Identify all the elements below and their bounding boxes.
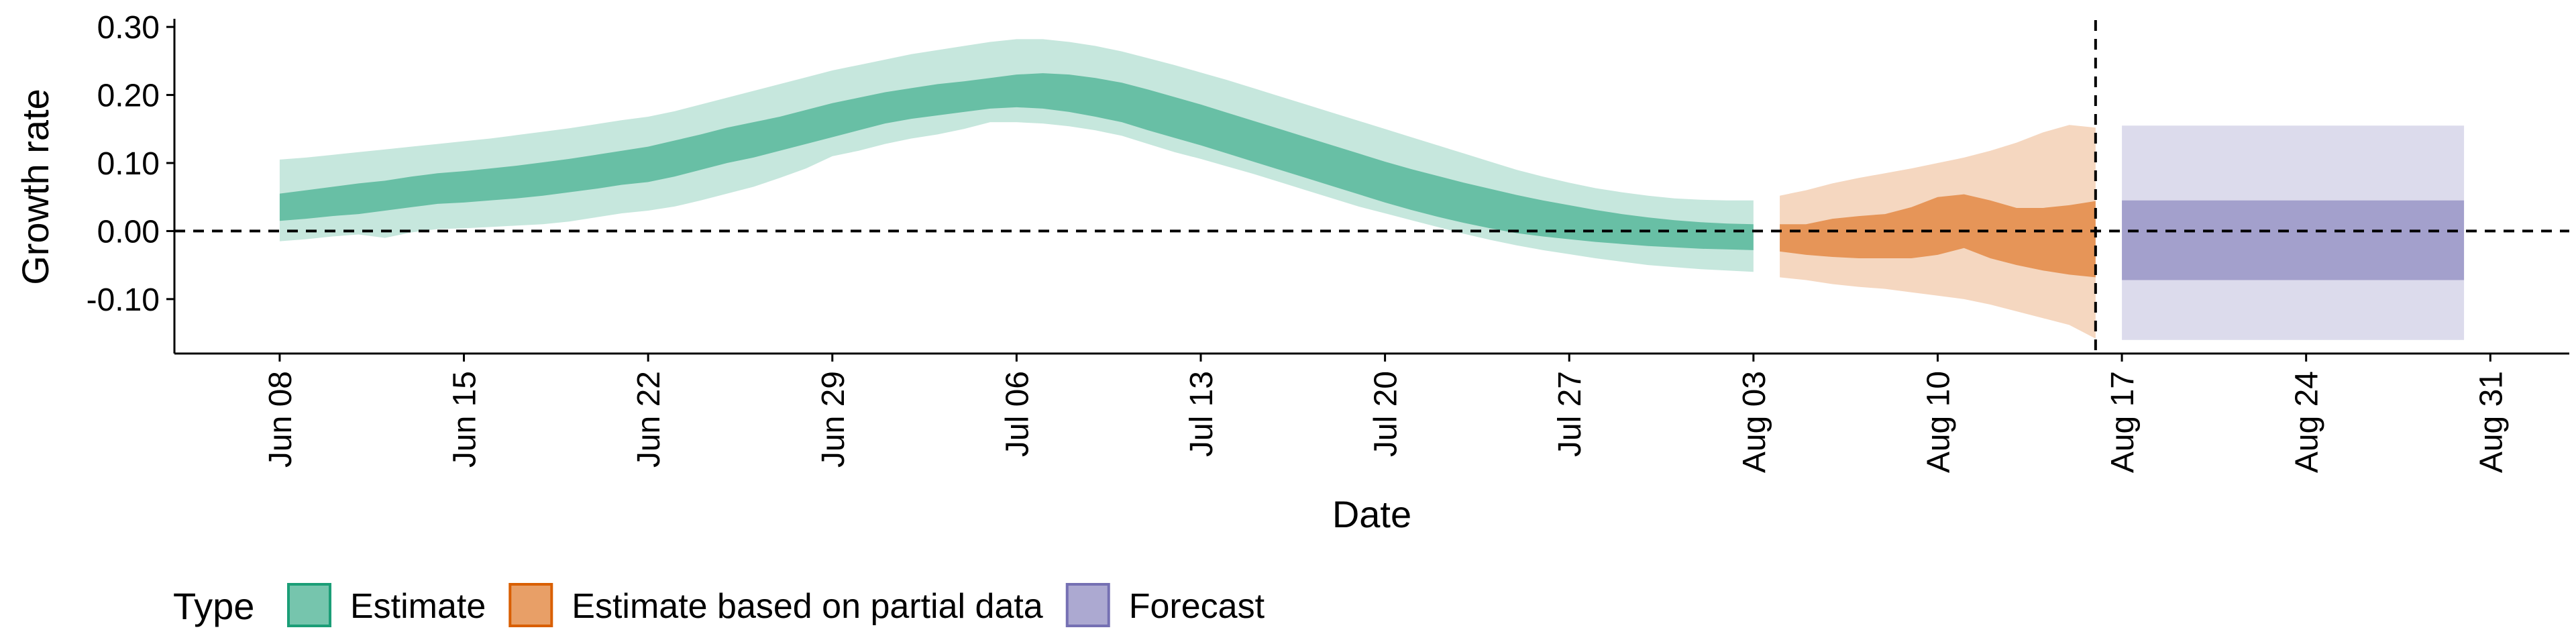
x-tick-label: Jun 08 bbox=[263, 371, 299, 468]
x-tick-label: Jul 13 bbox=[1184, 371, 1220, 457]
x-tick-label: Jun 15 bbox=[447, 371, 483, 468]
estimate-based-on-partial-data-band-50 bbox=[1780, 194, 2096, 278]
axes: -0.10 0.00 0.10 0.20 0.30 Jun 08 Jun 15 Jun 22 J… bbox=[14, 10, 2569, 535]
reference-lines bbox=[174, 20, 2569, 354]
x-tick-label: Aug 10 bbox=[1921, 371, 1956, 473]
y-tick-label: 0.00 bbox=[97, 214, 160, 250]
estimate-band-50 bbox=[279, 73, 1754, 250]
x-tick-label: Jun 22 bbox=[631, 371, 667, 468]
legend-label-forecast: Forecast bbox=[1129, 587, 1265, 626]
legend-swatch-forecast bbox=[1065, 583, 1110, 627]
forecast-band-50 bbox=[2122, 200, 2465, 280]
x-tick-label: Jul 27 bbox=[1552, 371, 1588, 457]
bands-layer bbox=[279, 39, 2465, 340]
legend: Type Estimate Estimate based on partial da… bbox=[173, 583, 1265, 627]
legend-swatch-estimate bbox=[287, 583, 331, 627]
legend-swatch-estimate-based-on-partial-data bbox=[508, 583, 553, 627]
legend-label-estimate-based-on-partial-data: Estimate based on partial data bbox=[572, 587, 1043, 626]
y-tick-label: 0.30 bbox=[97, 10, 160, 46]
estimate-band-90 bbox=[279, 39, 1754, 272]
y-tick-label: 0.20 bbox=[97, 78, 160, 114]
x-tick-label: Aug 24 bbox=[2290, 371, 2325, 473]
x-tick-label: Jun 29 bbox=[816, 371, 851, 468]
x-tick-label: Jul 06 bbox=[1000, 371, 1035, 457]
x-tick-label: Aug 31 bbox=[2473, 371, 2509, 473]
y-tick-label: 0.10 bbox=[97, 146, 160, 182]
y-tick-label: -0.10 bbox=[87, 282, 160, 318]
y-axis-title: Growth rate bbox=[14, 89, 56, 285]
legend-title: Type bbox=[173, 585, 254, 627]
legend-label-estimate: Estimate bbox=[350, 587, 486, 626]
x-tick-label: Jul 20 bbox=[1368, 371, 1404, 457]
x-tick-label: Aug 17 bbox=[2105, 371, 2141, 473]
x-axis-title: Date bbox=[1332, 493, 1411, 535]
x-tick-label: Aug 03 bbox=[1737, 371, 1772, 473]
